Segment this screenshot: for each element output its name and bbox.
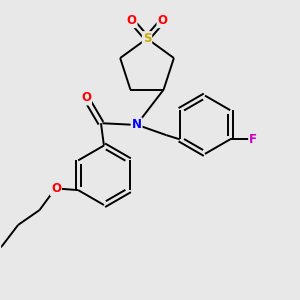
Text: O: O: [81, 92, 91, 104]
Text: O: O: [158, 14, 167, 27]
Text: O: O: [127, 14, 136, 27]
Text: N: N: [132, 118, 142, 131]
Text: S: S: [143, 32, 151, 45]
Text: F: F: [249, 133, 257, 146]
Text: O: O: [51, 182, 61, 195]
